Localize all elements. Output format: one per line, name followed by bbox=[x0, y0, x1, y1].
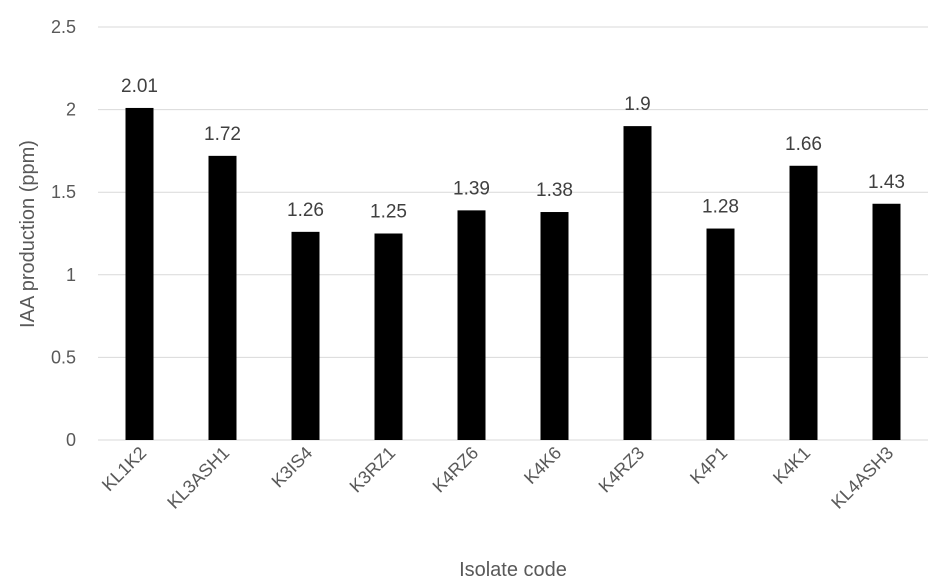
x-tick-label: K4K6 bbox=[520, 443, 565, 488]
x-tick-label: K4RZ6 bbox=[429, 443, 483, 497]
bars bbox=[125, 107, 901, 441]
x-axis-ticks: KL1K2 KL3ASH1 K3IS4 K3RZ1 K4RZ6 K4K6 K4RZ3 K4P1… bbox=[98, 443, 897, 513]
data-label: 1.26 bbox=[287, 200, 324, 221]
x-tick-label: K3RZ1 bbox=[346, 443, 400, 497]
y-tick-label: 0 bbox=[66, 430, 76, 450]
y-tick-label: 1.5 bbox=[51, 182, 76, 202]
x-tick-label: KL4ASH3 bbox=[827, 443, 897, 513]
data-label: 1.25 bbox=[370, 202, 407, 223]
y-axis-ticks: 0 0.5 1 1.5 2 2.5 bbox=[51, 17, 76, 450]
x-axis-title: Isolate code bbox=[459, 559, 567, 581]
data-label: 1.9 bbox=[624, 94, 650, 115]
y-axis-title: IAA production (ppm) bbox=[17, 140, 39, 328]
bar-k4p1 bbox=[706, 228, 735, 440]
y-tick-label: 2 bbox=[66, 100, 76, 120]
data-label: 2.01 bbox=[121, 76, 158, 97]
bar-k4rz6 bbox=[457, 210, 486, 440]
x-tick-label: K4K1 bbox=[769, 443, 814, 488]
y-tick-label: 1 bbox=[66, 265, 76, 285]
bar-k3is4 bbox=[291, 231, 320, 440]
x-tick-label: K4P1 bbox=[686, 443, 731, 488]
data-label: 1.66 bbox=[785, 134, 822, 155]
data-label: 1.28 bbox=[702, 197, 739, 218]
y-tick-label: 0.5 bbox=[51, 347, 76, 367]
data-label: 1.38 bbox=[536, 180, 573, 201]
y-tick-label: 2.5 bbox=[51, 17, 76, 37]
x-tick-label: KL3ASH1 bbox=[163, 443, 233, 513]
data-label: 1.72 bbox=[204, 124, 241, 145]
x-tick-label: KL1K2 bbox=[98, 443, 150, 495]
bar-k4k6 bbox=[540, 212, 569, 440]
x-tick-label: K3IS4 bbox=[268, 443, 317, 492]
bar-kl4ash3 bbox=[872, 203, 901, 440]
bar-k3rz1 bbox=[374, 233, 403, 440]
bar-k4k1 bbox=[789, 165, 818, 440]
data-label: 1.39 bbox=[453, 178, 490, 199]
bar-kl3ash1 bbox=[208, 155, 237, 440]
bar-k4rz3 bbox=[623, 126, 652, 441]
data-labels: 2.01 1.72 1.26 1.25 1.39 1.38 1.9 1.28 1.66 1.43 bbox=[121, 76, 905, 223]
bar-kl1k2 bbox=[125, 107, 154, 440]
x-tick-label: K4RZ3 bbox=[595, 443, 649, 497]
data-label: 1.43 bbox=[868, 172, 905, 193]
